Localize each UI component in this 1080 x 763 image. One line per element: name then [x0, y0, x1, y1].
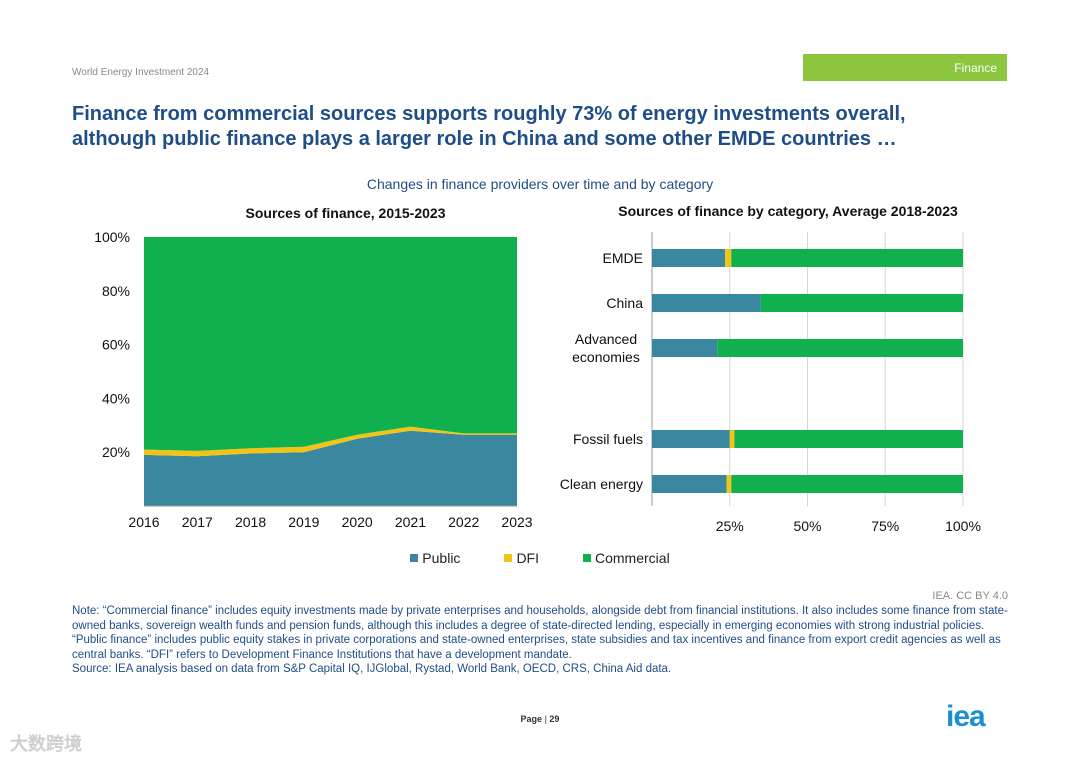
area-y-tick: 20%: [102, 444, 130, 460]
bar-segment-public: [652, 430, 730, 448]
bar-chart-title: Sources of finance by category, Average …: [618, 203, 958, 219]
bar-x-tick: 25%: [716, 518, 744, 534]
area-x-tick: 2020: [342, 514, 373, 530]
area-series-dfi: [144, 426, 517, 457]
bar-category-label: Advanced: [575, 331, 637, 347]
page-number: Page | 29: [0, 714, 1080, 724]
legend-item-public: Public: [410, 550, 460, 566]
bar-segment-commercial: [731, 475, 963, 493]
bar-segment-commercial: [760, 294, 963, 312]
legend-swatch-public: [410, 554, 419, 562]
bar-segment-commercial: [734, 430, 963, 448]
legend-label-public: Public: [422, 550, 461, 566]
area-y-tick: 80%: [102, 283, 130, 299]
source-text: Source: IEA analysis based on data from …: [72, 663, 672, 676]
watermark: 大数跨境: [10, 734, 82, 754]
bar-x-tick: 100%: [945, 518, 981, 534]
bar-category-label: Fossil fuels: [573, 431, 643, 447]
chart-legend: Public DFI Commercial: [0, 550, 1080, 566]
area-x-tick: 2016: [128, 514, 159, 530]
page-number-value: 29: [549, 714, 560, 724]
page-title: Finance from commercial sources supports…: [72, 102, 972, 152]
area-series-public: [144, 430, 517, 506]
bar-segment-commercial: [731, 249, 963, 267]
bar-segment-dfi: [729, 430, 735, 448]
bar-segment-public: [652, 475, 727, 493]
bar-segment-public: [652, 339, 718, 357]
area-x-tick: 2023: [501, 514, 532, 530]
page-title-line-2: although public finance plays a larger r…: [72, 128, 897, 150]
area-y-tick: 40%: [102, 390, 130, 406]
bar-segment-public: [652, 249, 726, 267]
area-x-tick: 2018: [235, 514, 266, 530]
bar-x-tick: 50%: [793, 518, 821, 534]
license-credit: IEA. CC BY 4.0: [932, 590, 1008, 602]
legend-swatch-dfi: [504, 554, 513, 562]
area-x-tick: 2022: [448, 514, 479, 530]
area-x-tick: 2021: [395, 514, 426, 530]
area-x-tick: 2019: [288, 514, 319, 530]
bar-segment-public: [652, 294, 761, 312]
legend-item-dfi: DFI: [504, 550, 539, 566]
bar-x-tick: 75%: [871, 518, 899, 534]
iea-logo: iea: [946, 700, 986, 733]
section-tag: Finance: [803, 54, 1007, 81]
legend-swatch-commercial: [583, 554, 591, 562]
notes-block: Note: “Commercial finance” includes equi…: [72, 604, 1012, 677]
bar-category-label: economies: [572, 349, 640, 365]
bar-segment-dfi: [726, 475, 732, 493]
bar-category-label: EMDE: [603, 250, 643, 266]
area-x-tick: 2017: [182, 514, 213, 530]
section-tag-label: Finance: [954, 60, 997, 75]
area-series-commercial: [144, 237, 517, 451]
area-y-tick: 60%: [102, 337, 130, 353]
page-title-line-1: Finance from commercial sources supports…: [72, 103, 906, 125]
bar-category-label: Clean energy: [560, 476, 643, 492]
bar-chart: Sources of finance by category, Average …: [560, 203, 981, 534]
note-text: Note: “Commercial finance” includes equi…: [72, 605, 1008, 661]
figure-subtitle: Changes in finance providers over time a…: [366, 176, 714, 192]
page-label: Page: [520, 714, 543, 724]
area-chart: Sources of finance, 2015-2023 20% 40% 60% 80…: [94, 205, 533, 530]
bar-segment-dfi: [725, 249, 732, 267]
legend-item-commercial: Commercial: [583, 550, 670, 566]
area-y-tick: 100%: [94, 229, 130, 245]
page-separator: |: [544, 714, 550, 724]
legend-label-dfi: DFI: [516, 550, 539, 566]
legend-label-commercial: Commercial: [595, 550, 670, 566]
area-chart-title: Sources of finance, 2015-2023: [246, 205, 446, 221]
bar-category-label: China: [606, 295, 643, 311]
bar-segment-commercial: [717, 339, 963, 357]
document-label: World Energy Investment 2024: [72, 67, 210, 78]
